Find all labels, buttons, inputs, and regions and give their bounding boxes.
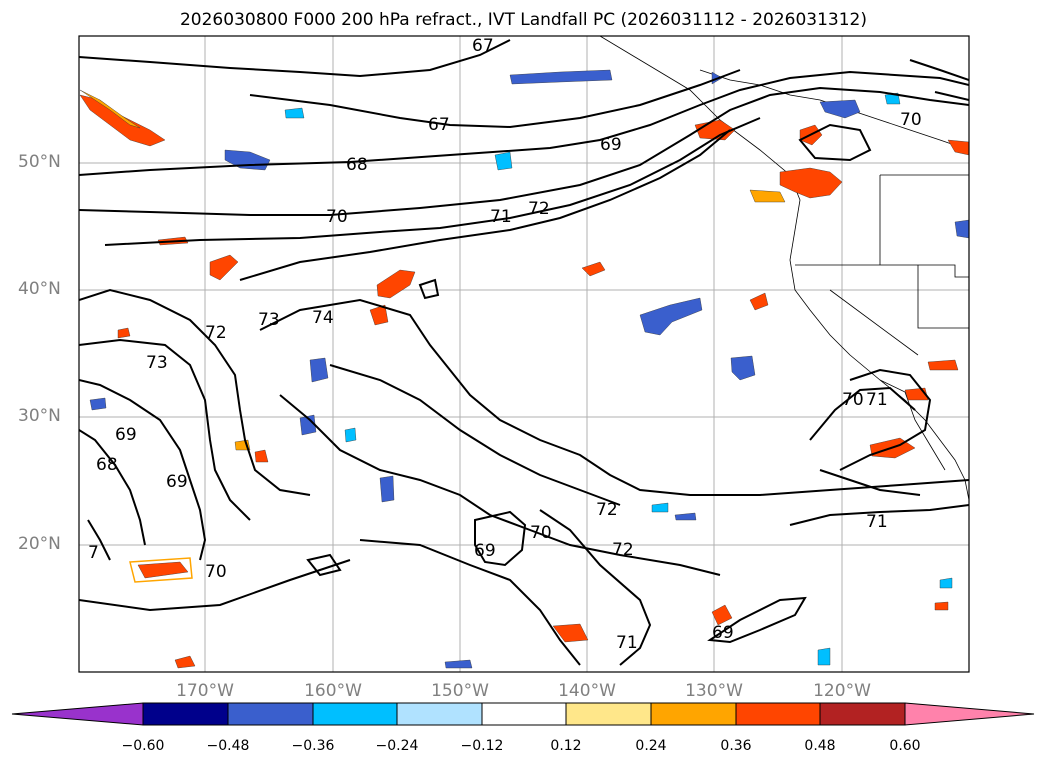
contour-label: 73 [146, 353, 168, 373]
contour-label: 69 [166, 472, 188, 492]
colorbar-tick: 0.24 [635, 738, 667, 754]
colorbar-bin [142, 702, 229, 726]
contour-label: 70 [326, 207, 348, 227]
contour-label: 7 [88, 543, 99, 563]
contour-label: 72 [612, 540, 634, 560]
contour-label: 70 [205, 562, 227, 582]
colorbar-bin [565, 702, 652, 726]
contour-label: 71 [490, 207, 512, 227]
colorbar-bin [396, 702, 483, 726]
contour-label: 70 [842, 390, 864, 410]
lon-label-170w: 170°W [176, 681, 234, 701]
contour-label: 69 [600, 135, 622, 155]
lon-label-150w: 150°W [431, 681, 489, 701]
lon-label-130w: 130°W [685, 681, 743, 701]
lon-label-160w: 160°W [304, 681, 362, 701]
lat-label-50n: 50°N [18, 152, 61, 172]
colorbar [11, 702, 1035, 726]
coastline [599, 36, 969, 501]
lat-label-40n: 40°N [18, 279, 61, 299]
contour-label: 68 [96, 455, 118, 475]
map-title: 2026030800 F000 200 hPa refract., IVT La… [179, 10, 867, 30]
colorbar-tick: −0.24 [375, 738, 419, 754]
colorbar-tick: 0.48 [804, 738, 836, 754]
contour-label: 67 [428, 115, 450, 135]
colorbar-bin [481, 702, 567, 726]
colorbar-tick: 0.60 [889, 738, 921, 754]
contour-label: 68 [346, 155, 368, 175]
colorbar-tick: 0.36 [720, 738, 752, 754]
contour-label: 69 [712, 623, 734, 643]
lat-label-30n: 30°N [18, 406, 61, 426]
colorbar-bin [650, 702, 737, 726]
colorbar-tick: −0.48 [206, 738, 250, 754]
graticule [79, 36, 969, 672]
contour-label: 67 [472, 36, 494, 56]
contour-label: 72 [596, 500, 618, 520]
colorbar-bin [819, 702, 906, 726]
colorbar-bin [312, 702, 398, 726]
colorbar-extend-right [904, 702, 1035, 726]
lat-label-20n: 20°N [18, 534, 61, 554]
colorbar-tick: 0.12 [550, 738, 582, 754]
contour-label: 69 [474, 541, 496, 561]
contour-label: 71 [616, 633, 638, 653]
lon-label-140w: 140°W [558, 681, 616, 701]
contour-label: 73 [258, 310, 280, 330]
colorbar-extend-left [11, 702, 144, 726]
contour-label: 72 [528, 199, 550, 219]
map-frame [78, 35, 970, 673]
contour-label: 70 [530, 523, 552, 543]
colorbar-bin [735, 702, 821, 726]
contour-label: 74 [312, 308, 334, 328]
colorbar-tick: −0.60 [121, 738, 165, 754]
contour-label: 69 [115, 425, 137, 445]
lon-label-120w: 120°W [813, 681, 871, 701]
contour-label: 72 [205, 323, 227, 343]
contour-label: 71 [866, 512, 888, 532]
contour-label: 71 [866, 390, 888, 410]
colorbar-bin [227, 702, 314, 726]
colorbar-tick: −0.36 [291, 738, 335, 754]
contour-label: 70 [900, 110, 922, 130]
contour-lines [79, 39, 969, 666]
shading-patches [79, 69, 969, 669]
colorbar-tick: −0.12 [460, 738, 504, 754]
contour-label-group: 67 67 68 69 70 71 72 72 73 73 74 69 68 6… [88, 36, 922, 653]
